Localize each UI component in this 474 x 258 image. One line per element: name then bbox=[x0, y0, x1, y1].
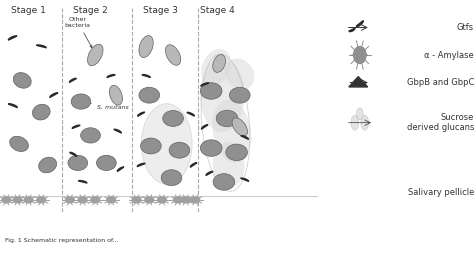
Ellipse shape bbox=[226, 144, 247, 160]
Ellipse shape bbox=[213, 174, 235, 190]
Ellipse shape bbox=[68, 155, 88, 171]
Circle shape bbox=[182, 197, 190, 203]
Circle shape bbox=[157, 197, 166, 203]
Polygon shape bbox=[241, 178, 248, 181]
Ellipse shape bbox=[229, 87, 250, 103]
Ellipse shape bbox=[200, 58, 245, 132]
Circle shape bbox=[191, 197, 200, 203]
Ellipse shape bbox=[169, 142, 190, 158]
Polygon shape bbox=[9, 36, 17, 40]
Polygon shape bbox=[206, 171, 213, 175]
Polygon shape bbox=[114, 129, 121, 133]
Ellipse shape bbox=[88, 44, 103, 66]
Ellipse shape bbox=[13, 72, 31, 88]
Ellipse shape bbox=[213, 142, 245, 188]
Ellipse shape bbox=[356, 108, 363, 120]
Polygon shape bbox=[187, 112, 194, 116]
Ellipse shape bbox=[141, 104, 192, 184]
Circle shape bbox=[13, 197, 22, 203]
Ellipse shape bbox=[212, 100, 251, 163]
Polygon shape bbox=[36, 45, 46, 48]
Text: Sucrose
derived glucans: Sucrose derived glucans bbox=[407, 113, 474, 132]
Ellipse shape bbox=[32, 104, 50, 120]
Ellipse shape bbox=[232, 118, 247, 136]
Ellipse shape bbox=[81, 128, 100, 143]
Text: Stage 4: Stage 4 bbox=[200, 6, 235, 15]
Ellipse shape bbox=[201, 83, 222, 99]
Circle shape bbox=[24, 197, 33, 203]
Polygon shape bbox=[50, 93, 58, 97]
Ellipse shape bbox=[216, 110, 238, 127]
Circle shape bbox=[2, 197, 11, 203]
Polygon shape bbox=[201, 83, 209, 86]
Ellipse shape bbox=[9, 136, 28, 151]
Circle shape bbox=[145, 197, 154, 203]
Text: Fig. 1 Schematic representation of...: Fig. 1 Schematic representation of... bbox=[5, 238, 118, 243]
Ellipse shape bbox=[139, 87, 160, 103]
Ellipse shape bbox=[39, 157, 56, 173]
Ellipse shape bbox=[351, 115, 359, 130]
Ellipse shape bbox=[225, 58, 255, 90]
Ellipse shape bbox=[161, 170, 182, 186]
Text: Salivary pellicle: Salivary pellicle bbox=[408, 188, 474, 197]
Circle shape bbox=[91, 197, 100, 203]
Ellipse shape bbox=[71, 94, 91, 109]
Ellipse shape bbox=[201, 49, 231, 86]
Circle shape bbox=[78, 197, 87, 203]
Text: S. mutans: S. mutans bbox=[87, 102, 128, 110]
Polygon shape bbox=[137, 163, 145, 166]
Ellipse shape bbox=[165, 45, 181, 65]
Ellipse shape bbox=[97, 155, 116, 171]
Polygon shape bbox=[73, 125, 80, 128]
Circle shape bbox=[132, 197, 141, 203]
Polygon shape bbox=[356, 21, 363, 26]
Polygon shape bbox=[107, 75, 115, 77]
Text: Gtfs: Gtfs bbox=[457, 23, 474, 32]
Polygon shape bbox=[241, 136, 248, 139]
Polygon shape bbox=[70, 152, 77, 156]
Polygon shape bbox=[138, 112, 145, 116]
Ellipse shape bbox=[213, 55, 226, 72]
Ellipse shape bbox=[109, 85, 122, 105]
Circle shape bbox=[107, 197, 116, 203]
Text: Stage 3: Stage 3 bbox=[143, 6, 178, 15]
Circle shape bbox=[37, 197, 46, 203]
Polygon shape bbox=[349, 28, 355, 32]
Polygon shape bbox=[191, 163, 197, 167]
Ellipse shape bbox=[139, 36, 153, 58]
Polygon shape bbox=[349, 77, 368, 87]
Text: Stage 1: Stage 1 bbox=[11, 6, 46, 15]
Polygon shape bbox=[201, 125, 208, 129]
Polygon shape bbox=[118, 167, 124, 171]
Polygon shape bbox=[9, 104, 17, 108]
Polygon shape bbox=[70, 78, 76, 82]
Text: Other
bacteria: Other bacteria bbox=[65, 17, 92, 48]
Ellipse shape bbox=[140, 138, 161, 154]
Ellipse shape bbox=[163, 110, 183, 126]
Text: α - Amylase: α - Amylase bbox=[424, 51, 474, 60]
Text: ENAMEL: ENAMEL bbox=[118, 213, 200, 231]
Circle shape bbox=[65, 197, 74, 203]
Polygon shape bbox=[142, 75, 150, 77]
Text: Stage 2: Stage 2 bbox=[73, 6, 108, 15]
Ellipse shape bbox=[361, 115, 369, 130]
Polygon shape bbox=[78, 181, 87, 183]
Ellipse shape bbox=[201, 140, 222, 156]
Circle shape bbox=[354, 46, 366, 63]
Circle shape bbox=[173, 197, 182, 203]
Text: GbpB and GbpC: GbpB and GbpC bbox=[407, 78, 474, 87]
